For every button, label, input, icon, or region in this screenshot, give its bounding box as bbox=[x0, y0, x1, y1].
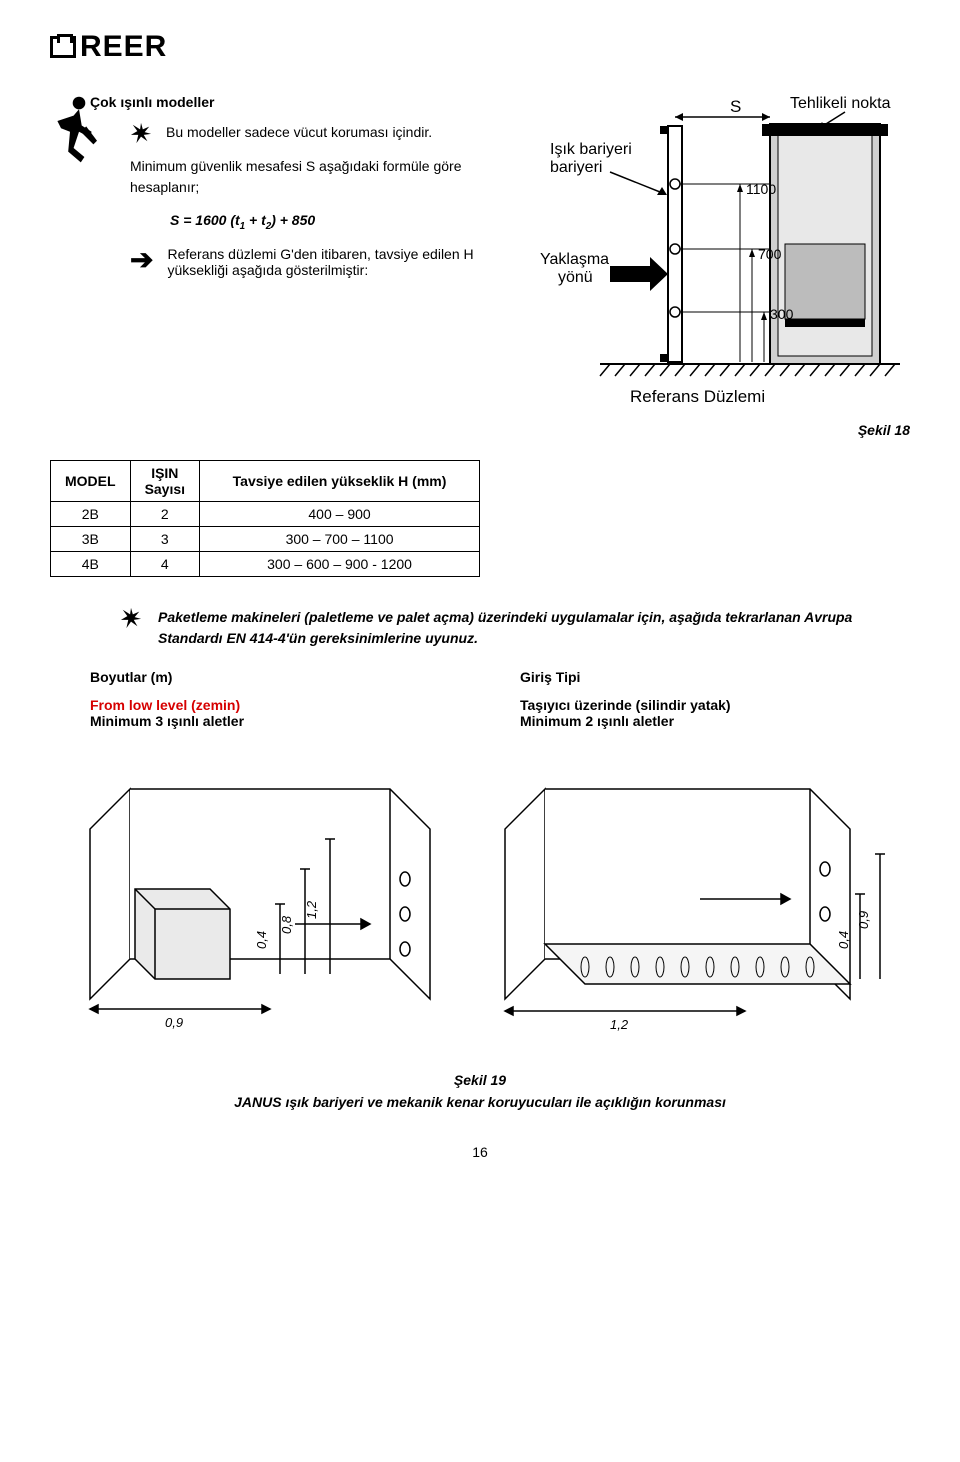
figure-19-caption: Şekil 19 JANUS ışık bariyeri ve mekanik … bbox=[50, 1069, 910, 1114]
col-right: Giriş Tipi Taşıyıcı üzerinde (silindir y… bbox=[520, 669, 910, 729]
note-block: Paketleme makineleri (paletleme ve palet… bbox=[50, 607, 910, 649]
col-right-l1: Taşıyıcı üzerinde (silindir yatak) bbox=[520, 697, 910, 713]
svg-text:700: 700 bbox=[758, 246, 782, 262]
two-columns: Boyutlar (m) From low level (zemin) Mini… bbox=[50, 669, 910, 729]
formula: S = 1600 (t1 + t2) + 850 bbox=[50, 212, 510, 232]
svg-text:0,4: 0,4 bbox=[836, 931, 851, 949]
page-number: 16 bbox=[50, 1144, 910, 1160]
logo-text: REER bbox=[80, 30, 167, 64]
text-column: Çok ışınlı modeller Bu modeller sadece v… bbox=[50, 94, 510, 278]
col-left: Boyutlar (m) From low level (zemin) Mini… bbox=[90, 669, 480, 729]
svg-text:1100: 1100 bbox=[746, 181, 776, 197]
th-yukseklik: Tavsiye edilen yükseklik H (mm) bbox=[200, 461, 480, 502]
burst-icon bbox=[120, 607, 142, 629]
col-left-l2: Minimum 3 ışınlı aletler bbox=[90, 713, 480, 729]
top-row: Çok ışınlı modeller Bu modeller sadece v… bbox=[50, 94, 910, 452]
model-table: MODEL IŞIN Sayısı Tavsiye edilen yüksekl… bbox=[50, 460, 480, 577]
svg-text:Tehlikeli nokta: Tehlikeli nokta bbox=[790, 95, 891, 112]
svg-text:300: 300 bbox=[770, 306, 794, 322]
arrow-line: ➔ Referans düzlemi G'den itibaren, tavsi… bbox=[50, 246, 510, 278]
figure-caption-18: Şekil 18 bbox=[540, 422, 910, 438]
svg-text:1,2: 1,2 bbox=[610, 1017, 629, 1032]
paragraph-3: Referans düzlemi G'den itibaren, tavsiye… bbox=[167, 246, 510, 278]
th-isin: IŞIN Sayısı bbox=[130, 461, 199, 502]
svg-text:bariyeri: bariyeri bbox=[550, 159, 602, 176]
fig19-right: 1,2 0,4 0,9 bbox=[490, 749, 890, 1049]
note-text: Paketleme makineleri (paletleme ve palet… bbox=[158, 607, 910, 649]
svg-text:1,2: 1,2 bbox=[304, 900, 319, 919]
svg-text:0,9: 0,9 bbox=[165, 1015, 183, 1030]
svg-text:S: S bbox=[730, 97, 741, 116]
svg-text:yönü: yönü bbox=[558, 269, 593, 286]
arrow-icon: ➔ bbox=[130, 246, 153, 274]
th-model: MODEL bbox=[51, 461, 131, 502]
col-right-l2: Minimum 2 ışınlı aletler bbox=[520, 713, 910, 729]
col-right-head: Giriş Tipi bbox=[520, 669, 910, 685]
svg-text:0,8: 0,8 bbox=[279, 915, 294, 934]
col-left-l1: From low level (zemin) bbox=[90, 697, 480, 713]
burst-icon bbox=[130, 122, 152, 144]
section-title: Çok ışınlı modeller bbox=[50, 94, 510, 110]
svg-text:Yaklaşma: Yaklaşma bbox=[540, 251, 609, 268]
svg-text:Işık bariyeri: Işık bariyeri bbox=[550, 141, 632, 158]
table-row: 2B2400 – 900 bbox=[51, 502, 480, 527]
logo: REER bbox=[50, 30, 910, 64]
diagram-sekil-18: S Tehlikeli nokta bbox=[540, 94, 910, 452]
svg-text:0,4: 0,4 bbox=[254, 931, 269, 949]
logo-icon bbox=[50, 36, 76, 58]
table-row: 3B3300 – 700 – 1100 bbox=[51, 527, 480, 552]
svg-text:Referans Düzlemi: Referans Düzlemi bbox=[630, 387, 765, 406]
figure-19-row: 0,9 0,4 0,8 1,2 bbox=[50, 749, 910, 1049]
table-row: 4B4300 – 600 – 900 - 1200 bbox=[51, 552, 480, 577]
paragraph-1: Bu modeller sadece vücut koruması içindi… bbox=[166, 122, 432, 143]
col-left-head: Boyutlar (m) bbox=[90, 669, 480, 685]
svg-text:0,9: 0,9 bbox=[856, 911, 871, 929]
paragraph-2: Minimum güvenlik mesafesi S aşağıdaki fo… bbox=[50, 156, 510, 198]
fig19-left: 0,9 0,4 0,8 1,2 bbox=[70, 749, 470, 1049]
